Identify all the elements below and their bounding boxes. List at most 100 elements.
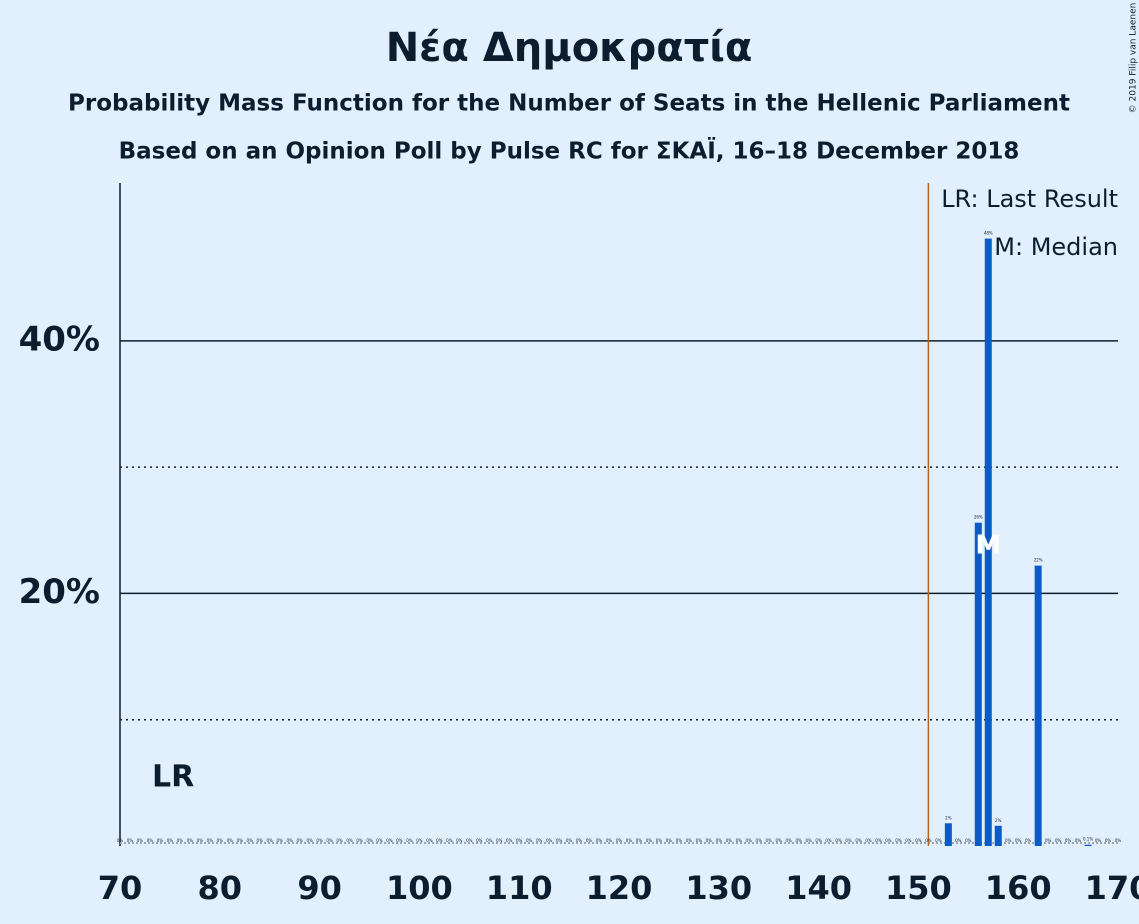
value-label: 0%: [905, 838, 912, 843]
value-label: 0%: [855, 838, 862, 843]
value-label: 0%: [336, 838, 343, 843]
value-label: 0%: [326, 838, 333, 843]
value-label: 0%: [396, 838, 403, 843]
value-label: 0%: [247, 838, 254, 843]
bar: [1034, 565, 1042, 846]
value-label: 0%: [686, 838, 693, 843]
value-label: 0%: [736, 838, 743, 843]
value-label: 0%: [1055, 838, 1062, 843]
value-label: 0%: [1075, 838, 1082, 843]
value-label: 0%: [516, 838, 523, 843]
value-label: 0%: [157, 838, 164, 843]
x-tick-label: 170: [1085, 869, 1139, 907]
value-label: 0%: [785, 838, 792, 843]
value-label: 0%: [506, 838, 513, 843]
value-label: 0%: [706, 838, 713, 843]
value-label: 0%: [636, 838, 643, 843]
value-label: 0%: [646, 838, 653, 843]
value-label: 0%: [746, 838, 753, 843]
value-label: 0%: [356, 838, 363, 843]
value-label: 0%: [536, 838, 543, 843]
median-marker: M: [975, 531, 1001, 561]
value-label: 0%: [1045, 838, 1052, 843]
value-label: 0%: [1015, 838, 1022, 843]
chart-title: Νέα Δημοκρατία: [386, 25, 753, 71]
value-label: 0%: [716, 838, 723, 843]
value-label: 2%: [945, 815, 952, 820]
value-label: 2%: [995, 818, 1002, 823]
value-label: 0%: [1005, 838, 1012, 843]
value-label: 0%: [406, 838, 413, 843]
value-label: 0%: [376, 838, 383, 843]
value-label: 0%: [606, 838, 613, 843]
x-tick-label: 160: [985, 869, 1052, 907]
value-label: 0%: [127, 838, 134, 843]
value-label: 0%: [696, 838, 703, 843]
x-tick-label: 110: [486, 869, 553, 907]
value-label: 0%: [676, 838, 683, 843]
value-label: 0%: [286, 838, 293, 843]
value-label: 0%: [386, 838, 393, 843]
value-label: 0%: [217, 838, 224, 843]
value-label: 0%: [1025, 838, 1032, 843]
bar: [994, 825, 1002, 846]
chart-subtitle: Probability Mass Function for the Number…: [68, 91, 1070, 117]
value-label: 0%: [666, 838, 673, 843]
value-label: 0%: [466, 838, 473, 843]
value-label: 0%: [795, 838, 802, 843]
value-label: 0%: [756, 838, 763, 843]
value-label: 0%: [776, 838, 783, 843]
value-label: 0.1%: [1083, 837, 1093, 842]
x-tick-label: 130: [685, 869, 752, 907]
value-label: 0%: [885, 838, 892, 843]
value-label: 0%: [1065, 838, 1072, 843]
y-tick-label: 20%: [19, 572, 100, 612]
value-label: 0%: [616, 838, 623, 843]
value-label: 26%: [974, 515, 983, 520]
value-label: 0%: [875, 838, 882, 843]
legend-entry: LR: Last Result: [941, 185, 1118, 213]
value-label: 0%: [436, 838, 443, 843]
value-label: 0%: [865, 838, 872, 843]
y-tick-label: 40%: [19, 319, 100, 359]
value-label: 0%: [935, 838, 942, 843]
value-label: 0%: [237, 838, 244, 843]
value-label: 0%: [915, 838, 922, 843]
credit: © 2019 Filip van Laenen: [1129, 3, 1139, 114]
value-label: 22%: [1034, 558, 1043, 563]
x-tick-label: 120: [586, 869, 653, 907]
value-label: 0%: [296, 838, 303, 843]
legend-entry: M: Median: [994, 233, 1118, 261]
value-label: 0%: [766, 838, 773, 843]
value-label: 0%: [306, 838, 313, 843]
value-label: 0%: [456, 838, 463, 843]
x-tick-label: 70: [98, 869, 143, 907]
value-label: 0%: [346, 838, 353, 843]
x-tick-label: 80: [198, 869, 243, 907]
value-label: 0%: [925, 838, 932, 843]
value-label: 0%: [207, 838, 214, 843]
x-tick-label: 100: [386, 869, 453, 907]
value-label: 0%: [566, 838, 573, 843]
value-label: 0%: [626, 838, 633, 843]
value-label: 0%: [137, 838, 144, 843]
value-label: 0%: [446, 838, 453, 843]
value-label: 0%: [257, 838, 264, 843]
value-label: 0%: [596, 838, 603, 843]
x-tick-label: 140: [785, 869, 852, 907]
value-label: 0%: [815, 838, 822, 843]
bar: [974, 522, 982, 846]
value-label: 0%: [526, 838, 533, 843]
x-tick-label: 150: [885, 869, 952, 907]
value-label: 0%: [366, 838, 373, 843]
bar: [1084, 844, 1092, 846]
value-label: 0%: [955, 838, 962, 843]
chart-subtitle: Based on an Opinion Poll by Pulse RC for…: [119, 137, 1020, 165]
value-label: 0%: [965, 838, 972, 843]
value-label: 0%: [1105, 838, 1112, 843]
value-label: 0%: [476, 838, 483, 843]
value-label: 0%: [316, 838, 323, 843]
value-label: 0%: [805, 838, 812, 843]
